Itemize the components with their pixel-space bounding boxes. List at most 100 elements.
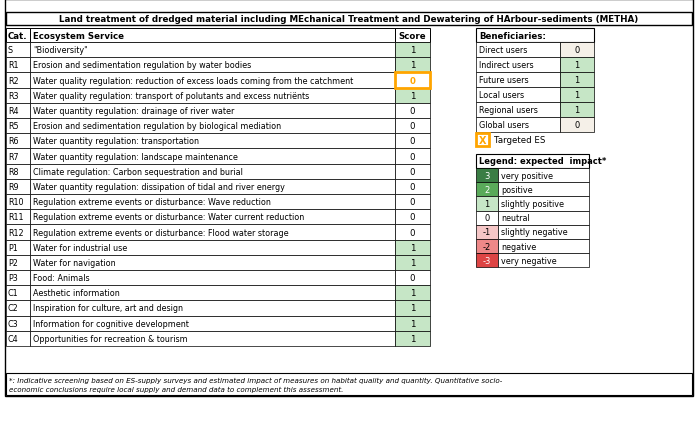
Bar bbox=[30, 270, 395, 286]
Text: Water quantity regulation: transportation: Water quantity regulation: transportatio… bbox=[33, 137, 199, 146]
Bar bbox=[395, 331, 430, 346]
Text: neutral: neutral bbox=[501, 214, 530, 223]
Text: R11: R11 bbox=[8, 213, 24, 222]
Text: 0: 0 bbox=[410, 213, 415, 222]
Text: Cat.: Cat. bbox=[8, 31, 28, 40]
Text: Future users: Future users bbox=[479, 76, 528, 85]
Text: X: X bbox=[479, 135, 487, 145]
Text: Inspiration for culture, art and design: Inspiration for culture, art and design bbox=[33, 304, 183, 313]
Text: C4: C4 bbox=[8, 334, 19, 343]
Bar bbox=[30, 43, 395, 58]
Text: 1: 1 bbox=[410, 319, 415, 328]
Bar bbox=[6, 373, 692, 395]
Bar bbox=[560, 88, 594, 103]
Bar bbox=[6, 134, 30, 149]
Text: 0: 0 bbox=[410, 273, 415, 283]
Text: Regulation extreme events or disturbance: Wave reduction: Regulation extreme events or disturbance… bbox=[33, 198, 271, 207]
Bar bbox=[30, 301, 395, 316]
Bar bbox=[476, 155, 589, 169]
Text: Climate regulation: Carbon sequestration and burial: Climate regulation: Carbon sequestration… bbox=[33, 167, 243, 176]
Bar bbox=[30, 316, 395, 331]
Text: 1: 1 bbox=[574, 91, 579, 100]
Text: 0: 0 bbox=[410, 122, 415, 131]
Bar bbox=[498, 197, 589, 211]
Bar bbox=[6, 194, 30, 210]
Bar bbox=[6, 104, 30, 119]
Bar bbox=[30, 194, 395, 210]
Bar bbox=[6, 89, 30, 104]
Bar bbox=[395, 134, 430, 149]
Bar bbox=[6, 210, 30, 225]
Text: -3: -3 bbox=[483, 256, 491, 265]
Bar bbox=[395, 270, 430, 286]
Text: Erosion and sedimentation regulation by water bodies: Erosion and sedimentation regulation by … bbox=[33, 61, 251, 70]
Text: slightly positive: slightly positive bbox=[501, 200, 564, 209]
Text: 0: 0 bbox=[574, 121, 579, 130]
Text: 1: 1 bbox=[410, 46, 415, 55]
Text: Regulation extreme events or disturbance: Flood water storage: Regulation extreme events or disturbance… bbox=[33, 228, 289, 237]
Bar bbox=[6, 301, 30, 316]
Bar bbox=[6, 73, 30, 89]
Bar bbox=[498, 211, 589, 225]
Text: R7: R7 bbox=[8, 152, 19, 161]
Text: 1: 1 bbox=[574, 76, 579, 85]
Bar bbox=[6, 255, 30, 270]
Bar bbox=[6, 286, 30, 301]
Text: Regulation extreme events or disturbance: Water current reduction: Regulation extreme events or disturbance… bbox=[33, 213, 304, 222]
Bar bbox=[476, 88, 560, 103]
Bar bbox=[498, 169, 589, 183]
Text: C1: C1 bbox=[8, 289, 19, 298]
Text: 0: 0 bbox=[410, 107, 415, 116]
Text: Local users: Local users bbox=[479, 91, 524, 100]
Text: 1: 1 bbox=[410, 304, 415, 313]
Bar bbox=[395, 149, 430, 164]
Bar bbox=[476, 183, 498, 197]
Bar bbox=[476, 43, 560, 58]
Text: R8: R8 bbox=[8, 167, 19, 176]
Bar bbox=[498, 254, 589, 268]
Text: Water quantity regulation: landscape maintenance: Water quantity regulation: landscape mai… bbox=[33, 152, 238, 161]
Bar bbox=[6, 29, 30, 43]
Bar bbox=[30, 104, 395, 119]
Text: R6: R6 bbox=[8, 137, 19, 146]
Bar bbox=[476, 211, 498, 225]
Text: R10: R10 bbox=[8, 198, 24, 207]
Bar bbox=[395, 89, 430, 104]
Text: Information for cognitive development: Information for cognitive development bbox=[33, 319, 189, 328]
Bar bbox=[560, 103, 594, 118]
Text: Targeted ES: Targeted ES bbox=[494, 136, 545, 144]
Bar bbox=[6, 119, 30, 134]
Text: Ecosystem Service: Ecosystem Service bbox=[33, 31, 124, 40]
Bar bbox=[6, 13, 692, 26]
Text: very positive: very positive bbox=[501, 171, 553, 180]
Bar bbox=[498, 240, 589, 254]
Text: Direct users: Direct users bbox=[479, 46, 528, 55]
Text: R3: R3 bbox=[8, 92, 19, 101]
Text: Land treatment of dredged material including MEchanical Treatment and Dewatering: Land treatment of dredged material inclu… bbox=[59, 15, 639, 24]
Text: 0: 0 bbox=[410, 228, 415, 237]
Bar bbox=[476, 118, 560, 133]
Bar bbox=[6, 270, 30, 286]
Text: Water for navigation: Water for navigation bbox=[33, 258, 116, 267]
Bar bbox=[498, 225, 589, 240]
Text: economic conclusions require local supply and demand data to complement this ass: economic conclusions require local suppl… bbox=[9, 386, 343, 392]
Bar bbox=[30, 119, 395, 134]
Bar bbox=[498, 183, 589, 197]
Bar bbox=[395, 316, 430, 331]
Text: P3: P3 bbox=[8, 273, 17, 283]
Bar bbox=[395, 240, 430, 255]
Text: Legend: expected  impact*: Legend: expected impact* bbox=[479, 157, 607, 166]
Text: 0: 0 bbox=[410, 167, 415, 176]
Text: 1: 1 bbox=[574, 106, 579, 115]
Bar bbox=[476, 225, 498, 240]
Bar bbox=[30, 179, 395, 194]
Text: R4: R4 bbox=[8, 107, 19, 116]
Text: 0: 0 bbox=[484, 214, 489, 223]
Bar bbox=[395, 210, 430, 225]
Bar bbox=[30, 210, 395, 225]
Bar bbox=[30, 255, 395, 270]
Bar bbox=[6, 43, 30, 58]
Text: 0: 0 bbox=[410, 198, 415, 207]
Text: Erosion and sedimentation regulation by biological mediation: Erosion and sedimentation regulation by … bbox=[33, 122, 281, 131]
Text: Water quality regulation: transport of polutants and excess nutriënts: Water quality regulation: transport of p… bbox=[33, 92, 309, 101]
